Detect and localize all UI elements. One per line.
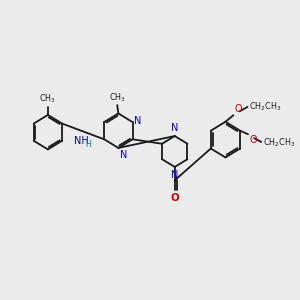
Text: CH$_2$CH$_3$: CH$_2$CH$_3$ — [263, 137, 295, 149]
Text: O: O — [249, 135, 257, 145]
Text: CH$_2$CH$_3$: CH$_2$CH$_3$ — [249, 101, 281, 113]
Text: CH$_3$: CH$_3$ — [109, 91, 126, 104]
Text: O: O — [170, 193, 179, 203]
Text: H: H — [85, 140, 91, 149]
Text: CH$_3$: CH$_3$ — [40, 93, 56, 105]
Text: O: O — [235, 104, 242, 114]
Text: NH: NH — [74, 136, 89, 146]
Text: N: N — [171, 170, 178, 180]
Text: N: N — [120, 150, 127, 160]
Text: N: N — [134, 116, 142, 126]
Text: N: N — [171, 123, 178, 134]
